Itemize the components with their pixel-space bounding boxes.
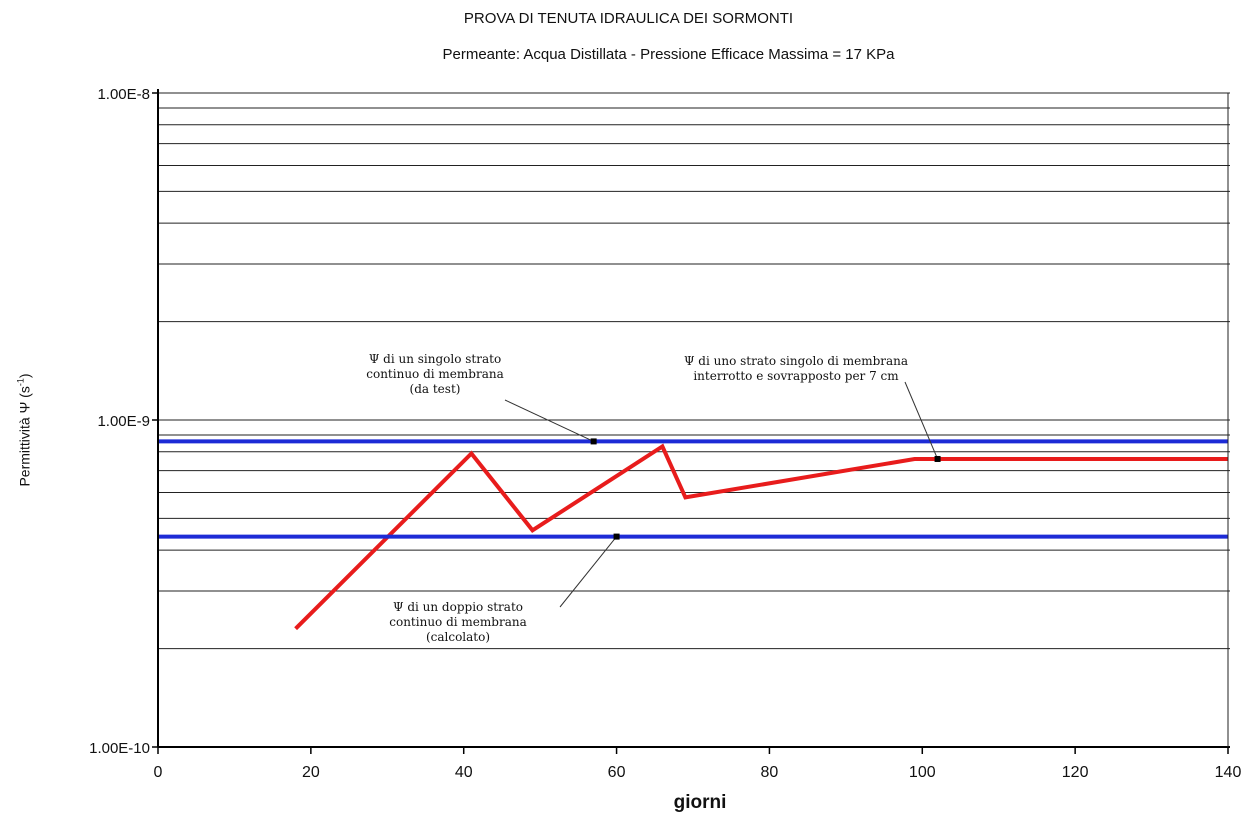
- grid-lines: [158, 92, 1230, 650]
- annotation-line: continuo di membrana: [366, 367, 504, 381]
- annotation-line: Ψ di un doppio strato: [392, 600, 523, 614]
- chart-title: PROVA DI TENUTA IDRAULICA DEI SORMONTI: [463, 10, 794, 27]
- x-tick-label: 140: [1215, 764, 1242, 781]
- annotation-leaders: [504, 381, 941, 608]
- annotation-marker: [934, 455, 941, 462]
- y-tick-label: 1.00E-9: [97, 413, 150, 430]
- annotation-single-layer: Ψ di un singolo strato continuo di membr…: [360, 352, 510, 397]
- annotation-marker: [590, 438, 597, 445]
- annotation-overlap-layer: Ψ di uno strato singolo di membrana inte…: [646, 354, 946, 384]
- annotation-line: Ψ di un singolo strato: [368, 352, 502, 366]
- annotation-leader-2: [904, 381, 939, 460]
- x-axis-label: giorni: [673, 792, 727, 813]
- x-tick-label: 40: [455, 764, 473, 781]
- x-tick-label: 20: [302, 764, 320, 781]
- series-layer: [158, 439, 1228, 631]
- annotation-line: continuo di membrana: [389, 615, 527, 629]
- x-tick-label: 80: [761, 764, 779, 781]
- annotation-line: interrotto e sovrapposto per 7 cm: [693, 369, 899, 383]
- annotation-marker: [613, 533, 620, 540]
- annotation-line: (da test): [409, 382, 461, 396]
- y-tick-label: 1.00E-10: [89, 740, 150, 757]
- annotation-line: (calcolato): [425, 630, 491, 644]
- x-tick-label: 0: [154, 764, 163, 781]
- axes: [152, 89, 1230, 754]
- chart-subtitle: Permeante: Acqua Distillata - Pressione …: [442, 46, 895, 63]
- annotation-leader-3: [559, 536, 617, 608]
- x-tick-label: 60: [608, 764, 626, 781]
- x-tick-label: 100: [909, 764, 936, 781]
- annotation-leader-1: [504, 399, 594, 442]
- series-line-1: [294, 443, 1228, 631]
- x-tick-label: 120: [1062, 764, 1089, 781]
- annotation-double-layer: Ψ di un doppio strato continuo di membra…: [378, 600, 538, 645]
- y-axis-label: Permittività Ψ (s-1): [15, 373, 33, 487]
- tick-labels: 0 20 40 60 80 100 120 140 1.00E-10 1.00E-9 1.00E-8: [89, 86, 1241, 781]
- annotation-line: Ψ di uno strato singolo di membrana: [683, 354, 909, 368]
- y-tick-label: 1.00E-8: [97, 86, 150, 103]
